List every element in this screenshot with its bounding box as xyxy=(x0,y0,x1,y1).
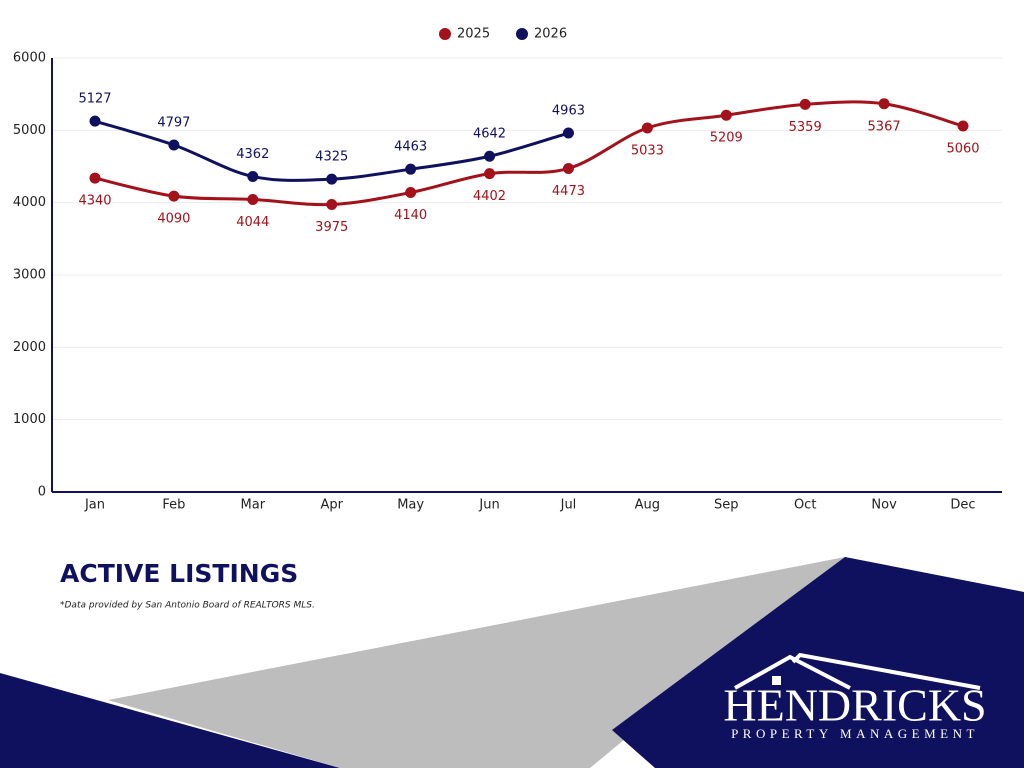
data-label: 4963 xyxy=(552,104,585,119)
x-tick-label: Jan xyxy=(84,498,105,513)
logo xyxy=(734,652,981,690)
x-tick-label: May xyxy=(397,498,424,513)
data-point xyxy=(799,98,811,110)
data-label: 5060 xyxy=(946,141,979,156)
data-point xyxy=(405,163,417,175)
logo-name: HENDRICKS xyxy=(723,680,986,731)
x-tick-label: Jun xyxy=(478,498,499,513)
data-point xyxy=(168,190,180,202)
x-tick-label: Sep xyxy=(714,498,739,513)
chart-title: ACTIVE LISTINGS xyxy=(60,559,298,588)
data-label: 4044 xyxy=(236,215,269,230)
legend-label: 2025 xyxy=(457,27,490,42)
x-tick-label: Oct xyxy=(794,498,816,513)
logo-window xyxy=(772,676,781,685)
data-label: 4473 xyxy=(552,184,585,199)
x-tick-label: Aug xyxy=(635,498,660,513)
data-label: 4090 xyxy=(157,212,190,227)
x-tick-label: Dec xyxy=(950,498,975,513)
legend-marker xyxy=(516,28,528,40)
y-tick-label: 6000 xyxy=(13,51,46,66)
data-label: 5127 xyxy=(78,92,111,107)
legend-label: 2026 xyxy=(534,27,567,42)
data-point xyxy=(562,162,574,174)
data-label: 4402 xyxy=(473,189,506,204)
chart-note: *Data provided by San Antonio Board of R… xyxy=(60,601,315,611)
data-label: 4642 xyxy=(473,127,506,142)
y-tick-label: 2000 xyxy=(13,340,46,355)
data-label: 3975 xyxy=(315,220,348,235)
data-label: 4325 xyxy=(315,150,348,165)
data-point xyxy=(641,122,653,134)
series-line xyxy=(94,100,964,207)
decor-shape xyxy=(612,557,1024,768)
decor-shape xyxy=(0,673,340,768)
data-point xyxy=(957,120,969,132)
logo-roof xyxy=(734,654,851,690)
x-tick-label: Nov xyxy=(871,498,897,513)
data-label: 4362 xyxy=(236,147,269,162)
logo-roof xyxy=(791,652,981,690)
data-point xyxy=(405,187,417,199)
data-point xyxy=(247,193,259,205)
x-tick-label: Feb xyxy=(162,498,185,513)
x-tick-label: Mar xyxy=(241,498,266,513)
y-tick-label: 3000 xyxy=(13,268,46,283)
data-point xyxy=(720,109,732,121)
data-point xyxy=(326,198,338,210)
data-label: 5033 xyxy=(631,143,664,158)
data-label: 5359 xyxy=(789,120,822,135)
data-point xyxy=(247,170,259,182)
y-tick-label: 4000 xyxy=(13,195,46,210)
data-label: 5367 xyxy=(868,119,901,134)
data-point xyxy=(562,127,574,139)
x-tick-label: Jul xyxy=(560,498,577,513)
data-point xyxy=(484,168,496,180)
y-tick-label: 5000 xyxy=(13,123,46,138)
data-point xyxy=(484,150,496,162)
data-point xyxy=(89,115,101,127)
data-label: 4140 xyxy=(394,208,427,223)
decor-shape xyxy=(108,557,845,768)
data-point xyxy=(168,139,180,151)
data-label: 4463 xyxy=(394,140,427,155)
data-point xyxy=(878,98,890,110)
data-label: 4340 xyxy=(78,194,111,209)
data-point xyxy=(89,172,101,184)
x-tick-label: Apr xyxy=(320,498,343,513)
logo-tagline: PROPERTY MANAGEMENT xyxy=(731,726,979,741)
data-point xyxy=(326,173,338,185)
legend-marker xyxy=(439,28,451,40)
y-tick-label: 1000 xyxy=(13,412,46,427)
y-tick-label: 0 xyxy=(38,485,46,500)
data-label: 5209 xyxy=(710,131,743,146)
data-label: 4797 xyxy=(157,116,190,131)
